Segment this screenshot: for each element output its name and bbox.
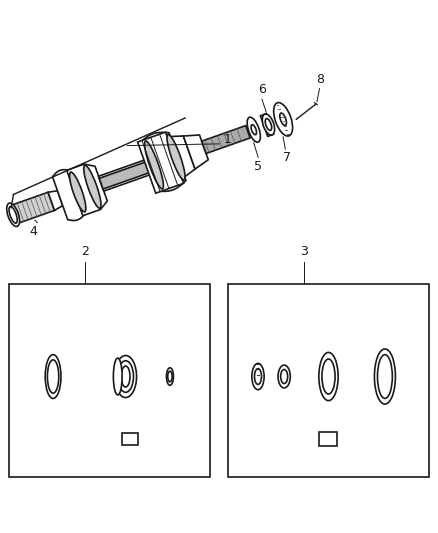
Text: 7: 7	[283, 151, 291, 164]
Ellipse shape	[281, 369, 288, 384]
Ellipse shape	[145, 141, 163, 189]
Text: 3: 3	[300, 245, 308, 258]
Ellipse shape	[374, 349, 396, 404]
Text: 8: 8	[316, 72, 325, 86]
Ellipse shape	[9, 206, 17, 223]
Ellipse shape	[121, 366, 130, 387]
Polygon shape	[85, 164, 107, 209]
Ellipse shape	[118, 361, 134, 392]
Ellipse shape	[70, 172, 86, 212]
Polygon shape	[169, 136, 195, 178]
Bar	[228, 284, 429, 477]
Polygon shape	[99, 159, 151, 191]
Text: 2: 2	[81, 245, 89, 258]
Polygon shape	[10, 192, 54, 224]
Ellipse shape	[322, 359, 335, 394]
Ellipse shape	[84, 165, 101, 208]
Ellipse shape	[278, 365, 290, 388]
Polygon shape	[261, 114, 274, 136]
Ellipse shape	[7, 203, 20, 227]
Ellipse shape	[45, 354, 61, 399]
Ellipse shape	[274, 102, 293, 136]
Polygon shape	[99, 161, 150, 189]
Polygon shape	[140, 132, 186, 191]
Text: 4: 4	[29, 225, 37, 238]
Ellipse shape	[166, 368, 173, 385]
Ellipse shape	[319, 352, 338, 401]
Ellipse shape	[251, 125, 257, 135]
Polygon shape	[201, 126, 250, 154]
Text: 5: 5	[254, 160, 262, 173]
Ellipse shape	[254, 369, 261, 384]
Ellipse shape	[167, 134, 185, 180]
Ellipse shape	[262, 114, 275, 135]
Ellipse shape	[47, 360, 59, 393]
Text: 6: 6	[258, 83, 266, 96]
Bar	[122, 432, 138, 445]
Ellipse shape	[265, 119, 272, 131]
Polygon shape	[53, 169, 85, 221]
Ellipse shape	[113, 358, 122, 395]
Polygon shape	[184, 135, 208, 169]
Bar	[319, 432, 337, 446]
Polygon shape	[138, 132, 184, 193]
Polygon shape	[67, 164, 100, 216]
Ellipse shape	[115, 356, 137, 398]
Ellipse shape	[252, 364, 264, 390]
Polygon shape	[48, 191, 63, 211]
Ellipse shape	[378, 354, 392, 399]
Ellipse shape	[168, 372, 172, 382]
Ellipse shape	[247, 117, 261, 142]
Bar	[9, 284, 210, 477]
Ellipse shape	[280, 113, 286, 126]
Text: 1: 1	[223, 133, 231, 146]
